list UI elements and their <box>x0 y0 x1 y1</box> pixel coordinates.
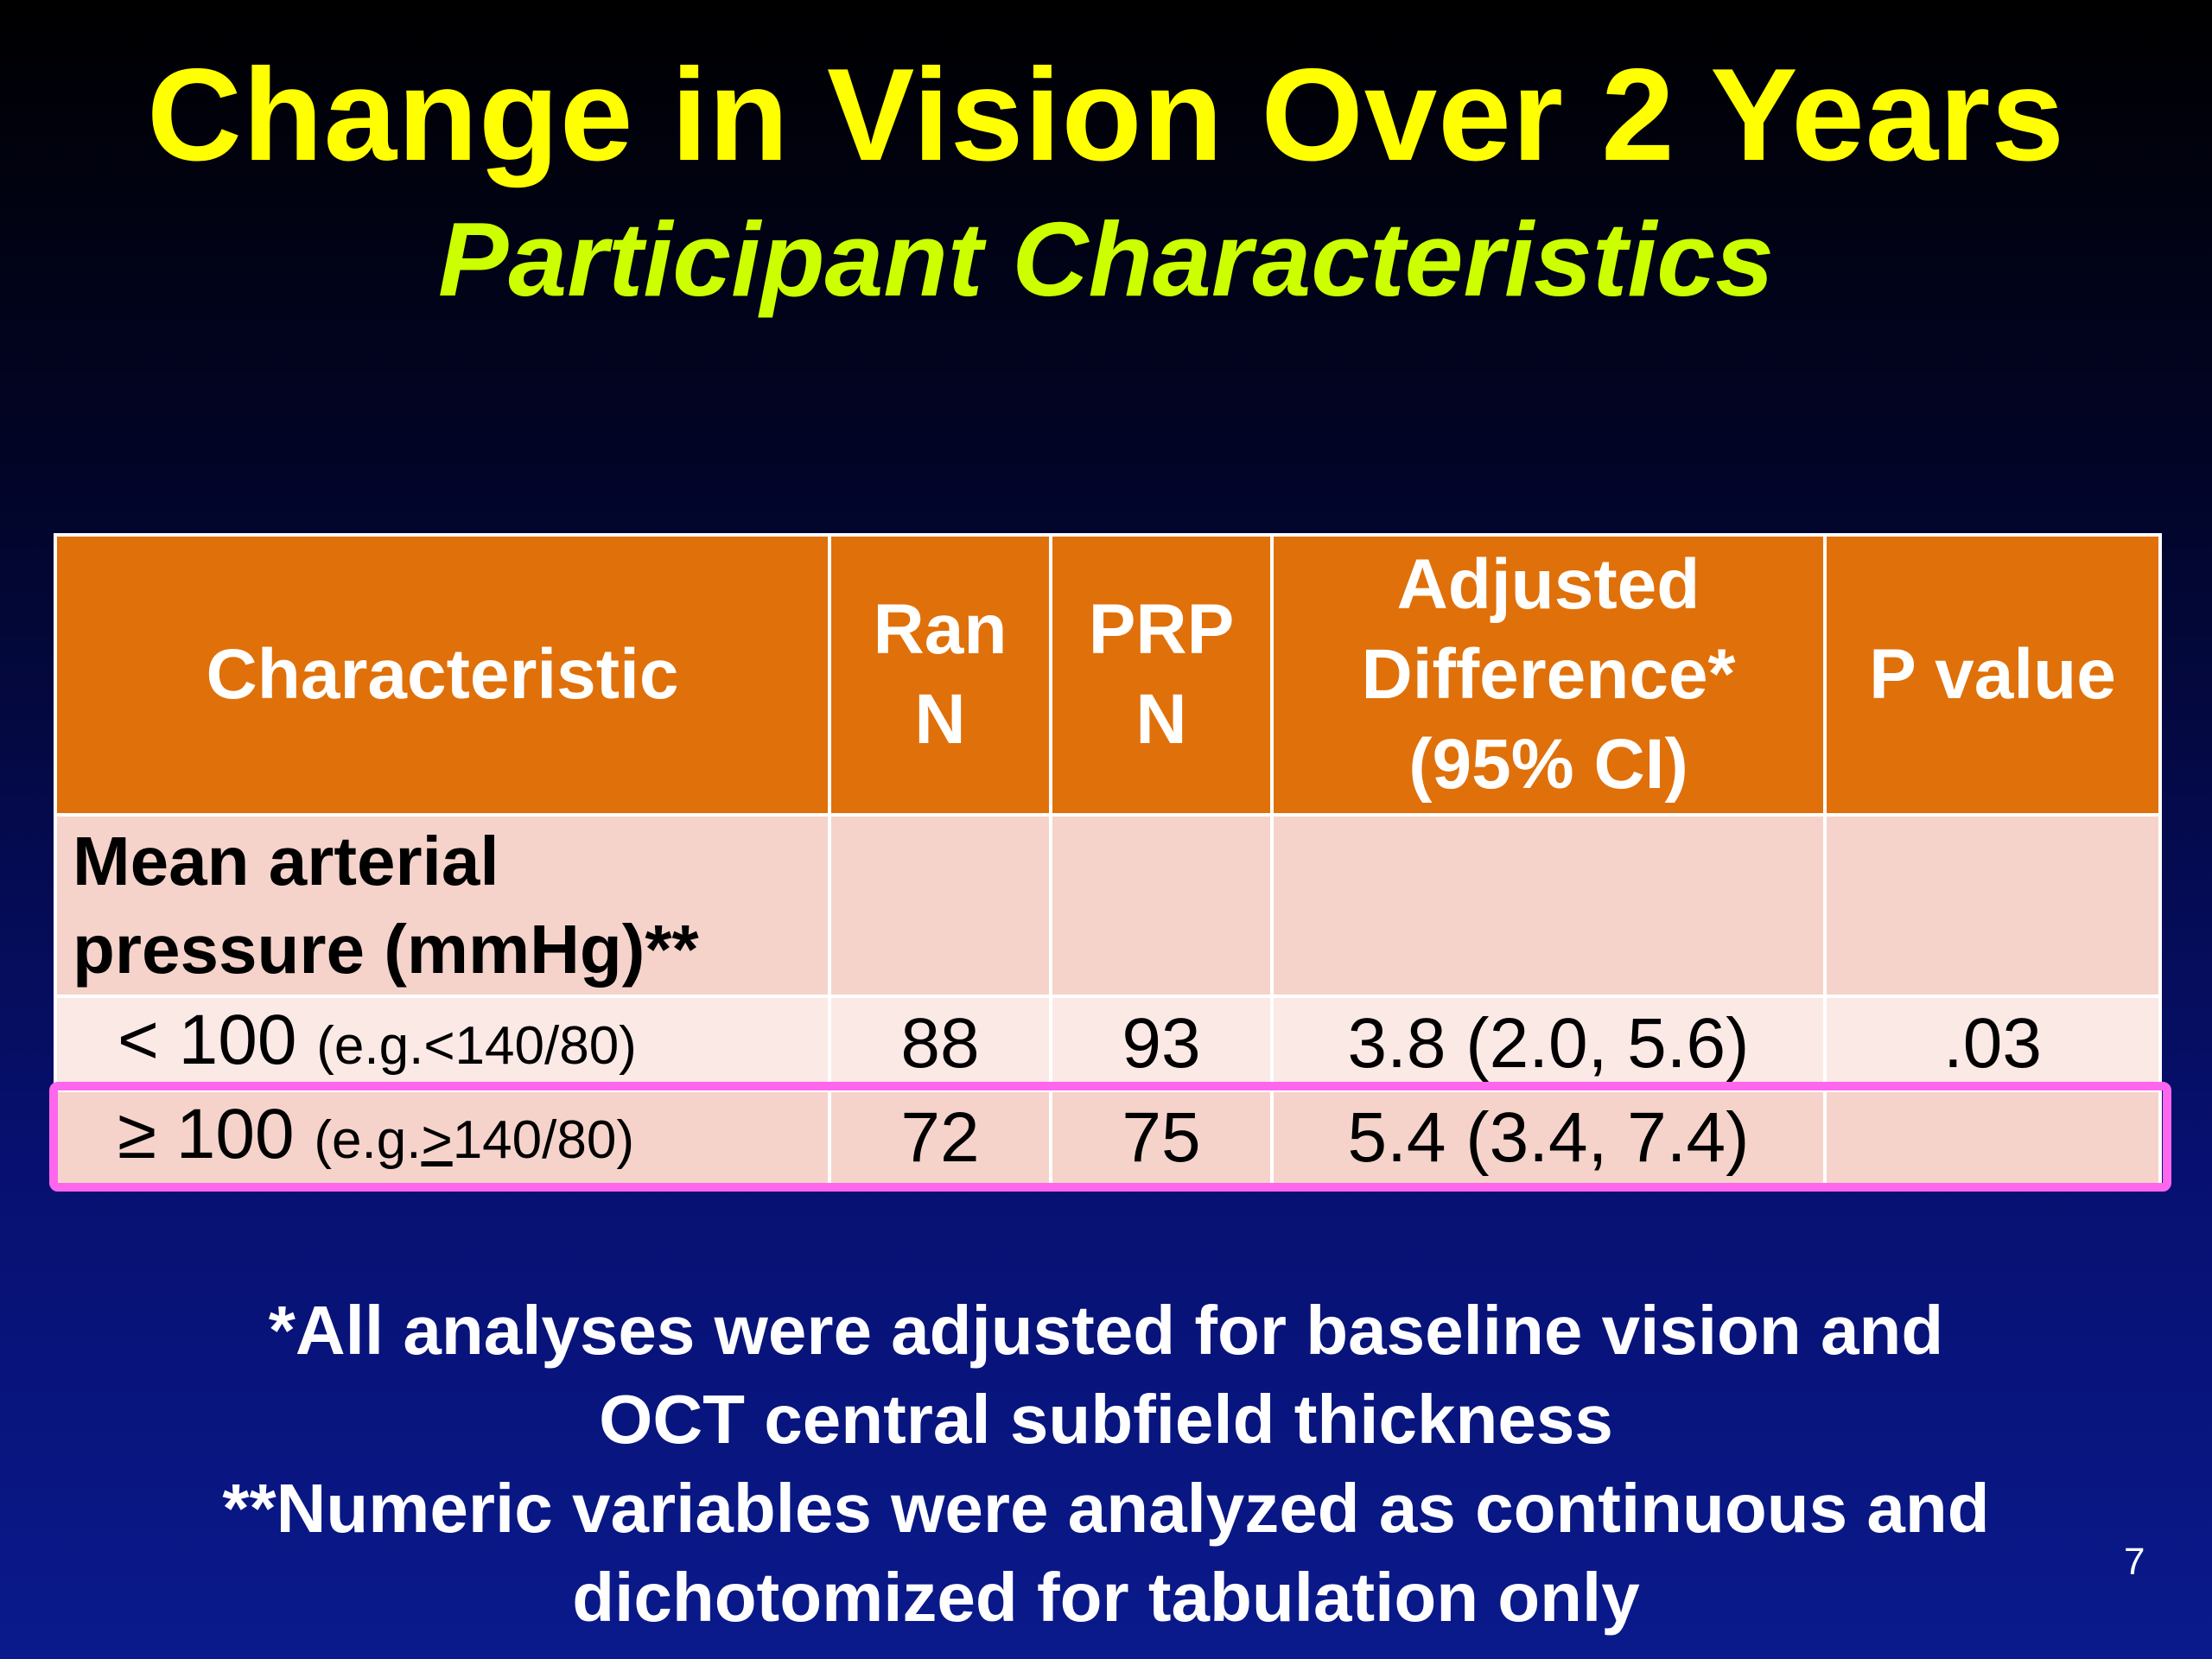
ran-n-cell: 88 <box>828 995 1052 1092</box>
table-group-row: Mean arterial pressure (mmHg)** <box>54 813 2162 998</box>
table-row: < 100 (e.g.<140/80) 88 93 3.8 (2.0, 5.6)… <box>54 995 2162 1092</box>
adjusted-difference-cell: 5.4 (3.4, 7.4) <box>1270 1089 1827 1186</box>
page-number: 7 <box>2124 1541 2145 1583</box>
slide-title: Change in Vision Over 2 Years <box>147 41 2065 188</box>
row-label: ≥ 100 (e.g.>140/80) <box>54 1089 831 1186</box>
adjusted-difference-cell: 3.8 (2.0, 5.6) <box>1270 995 1827 1092</box>
footnotes: *All analyses were adjusted for baseline… <box>0 1286 2212 1642</box>
table-row: ≥ 100 (e.g.>140/80) 72 75 5.4 (3.4, 7.4) <box>54 1089 2162 1186</box>
header-ran-n: Ran N <box>828 533 1052 817</box>
slide-subtitle: Participant Characteristics <box>438 200 1774 318</box>
footnote-line: dichotomized for tabulation only <box>572 1559 1640 1636</box>
footnote-line: OCT central subfield thickness <box>599 1381 1613 1458</box>
header-characteristic: Characteristic <box>54 533 831 817</box>
row-label: < 100 (e.g.<140/80) <box>54 995 831 1092</box>
prp-n-cell: 93 <box>1049 995 1274 1092</box>
table-header-row: Characteristic Ran N PRP N Adjusted Differe… <box>54 533 2162 817</box>
group-label: Mean arterial pressure (mmHg)** <box>54 813 831 998</box>
header-p-value: P value <box>1823 533 2162 817</box>
characteristics-table: Characteristic Ran N PRP N Adjusted Differe… <box>54 533 2162 1186</box>
header-adjusted-difference: Adjusted Difference* (95% CI) <box>1270 533 1827 817</box>
prp-n-cell: 75 <box>1049 1089 1274 1186</box>
footnote-line: **Numeric variables were analyzed as con… <box>222 1470 1990 1547</box>
ran-n-cell: 72 <box>828 1089 1052 1186</box>
footnote-line: *All analyses were adjusted for baseline… <box>268 1292 1944 1369</box>
p-value-cell: .03 <box>1823 995 2162 1092</box>
p-value-cell <box>1823 1089 2162 1186</box>
header-prp-n: PRP N <box>1049 533 1274 817</box>
